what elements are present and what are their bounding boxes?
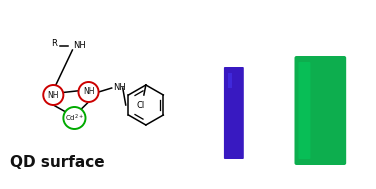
Text: NH: NH xyxy=(113,84,126,92)
Text: NH: NH xyxy=(83,88,94,97)
Text: QD surface: QD surface xyxy=(10,155,105,170)
Circle shape xyxy=(79,82,99,102)
Text: Cl: Cl xyxy=(137,101,145,110)
FancyBboxPatch shape xyxy=(294,56,346,165)
Text: R: R xyxy=(52,40,57,49)
Text: QDs: QDs xyxy=(216,18,238,28)
FancyBboxPatch shape xyxy=(224,67,244,159)
FancyBboxPatch shape xyxy=(299,62,311,159)
Bar xyxy=(228,73,232,88)
Circle shape xyxy=(64,107,85,129)
Circle shape xyxy=(43,85,64,105)
Text: NH: NH xyxy=(48,91,59,99)
Text: Cd$^{2+}$: Cd$^{2+}$ xyxy=(65,112,84,124)
Text: NH: NH xyxy=(73,42,86,50)
Text: QDs
+
chlorhexidine: QDs + chlorhexidine xyxy=(285,12,356,46)
